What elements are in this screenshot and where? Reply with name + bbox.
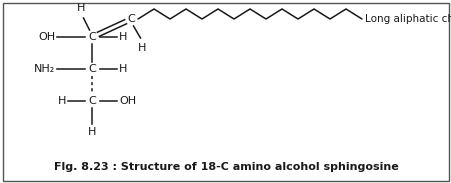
Text: OH: OH: [38, 32, 55, 42]
Text: Long aliphatic chain: Long aliphatic chain: [364, 14, 451, 24]
Text: H: H: [77, 3, 86, 13]
Text: H: H: [88, 127, 97, 137]
Text: H: H: [119, 64, 127, 74]
Text: Flg. 8.23 : Structure of 18-C amino alcohol sphingosine: Flg. 8.23 : Structure of 18-C amino alco…: [54, 162, 397, 172]
Text: NH₂: NH₂: [34, 64, 55, 74]
Text: H: H: [138, 43, 147, 53]
Text: C: C: [88, 32, 96, 42]
FancyBboxPatch shape: [3, 3, 448, 180]
Text: H: H: [57, 96, 66, 106]
Text: C: C: [127, 14, 135, 24]
Text: C: C: [88, 64, 96, 74]
Text: OH: OH: [119, 96, 136, 106]
Text: C: C: [88, 96, 96, 106]
Text: H: H: [119, 32, 127, 42]
